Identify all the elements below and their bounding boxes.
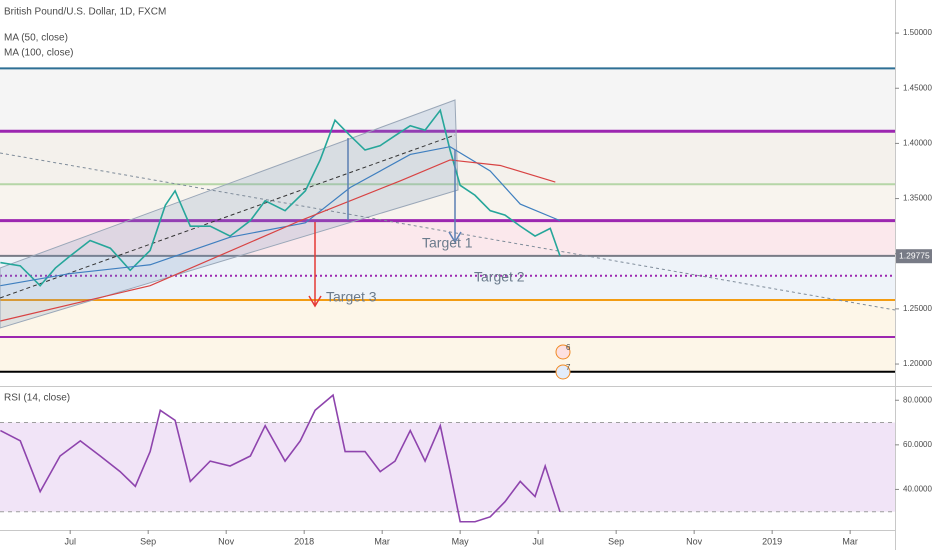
axes: 1.200001.250001.300001.350001.400001.450…: [64, 28, 932, 546]
y-tick-label: 1.40000: [903, 139, 932, 148]
series: [0, 108, 561, 523]
x-tick-label: Nov: [218, 536, 235, 546]
y-tick-label: 1.25000: [903, 304, 932, 313]
x-tick-label: 2018: [294, 536, 314, 546]
x-tick-label: Mar: [374, 536, 390, 546]
last-price-label: 1.29775: [899, 250, 930, 260]
legend-entry: MA (100, close): [4, 48, 73, 59]
x-tick-label: 2019: [762, 536, 782, 546]
series-line: [0, 146, 561, 287]
series-line: [0, 159, 556, 322]
zone: [0, 184, 895, 221]
zone: [0, 220, 895, 256]
x-tick-label: Nov: [686, 536, 703, 546]
rsi-title: RSI (14, close): [4, 393, 70, 404]
x-tick-label: Mar: [842, 536, 858, 546]
last-price-box: [896, 249, 932, 264]
x-tick-label: Sep: [608, 536, 624, 546]
annotation: Target 2: [474, 269, 525, 285]
channel-mid: [0, 134, 456, 299]
rsi-band: [0, 422, 895, 513]
rsi-band-fill: [0, 422, 895, 512]
event-icon[interactable]: [555, 364, 571, 380]
event-label: 7: [566, 363, 571, 372]
x-tick-label: Jul: [532, 536, 544, 546]
zone: [0, 68, 895, 132]
arrow-head: [308, 295, 322, 308]
channel: [0, 99, 459, 329]
y-tick-label: 60.0000: [903, 440, 932, 449]
levels: [0, 67, 895, 373]
arrow-head: [448, 231, 462, 244]
annotation: Target 1: [422, 235, 473, 251]
series-line: [0, 393, 561, 523]
series-line: [0, 108, 561, 287]
y-tick-label: 1.45000: [903, 83, 932, 92]
zones: [0, 68, 895, 372]
y-tick-label: 1.20000: [903, 359, 932, 368]
trendline: [0, 152, 896, 311]
chart-title: British Pound/U.S. Dollar, 1D, FXCM: [4, 7, 166, 18]
legend-entry: MA (50, close): [4, 33, 68, 44]
x-tick-label: May: [452, 536, 470, 546]
y-tick-label: 80.0000: [903, 395, 932, 404]
annotation: Target 3: [326, 289, 377, 305]
x-tick-label: Jul: [64, 536, 76, 546]
y-tick-label: 1.50000: [903, 28, 932, 37]
y-tick-label: 1.35000: [903, 194, 932, 203]
y-tick-label: 40.0000: [903, 485, 932, 494]
event-label: 6: [566, 343, 571, 352]
zone: [0, 300, 895, 372]
x-tick-label: Sep: [140, 536, 156, 546]
event-icon[interactable]: [555, 344, 571, 360]
zone: [0, 255, 895, 301]
